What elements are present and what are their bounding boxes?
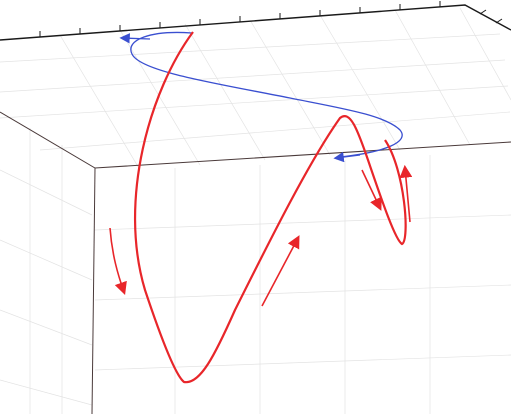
arrow-bottom-up [261,235,300,307]
side-wall-grid [0,128,511,414]
top-plane-grid [0,7,511,171]
box-edges [0,111,511,414]
arrow-right-down [361,169,382,211]
arrow-left-down [109,227,127,296]
projection-arrowhead-bottom [333,151,361,163]
projection-arrowhead-top [119,33,151,44]
top-axis [0,1,511,41]
arrow-right-up [399,164,413,223]
projection-top-plane [130,31,403,158]
trajectory-3d [134,31,407,384]
